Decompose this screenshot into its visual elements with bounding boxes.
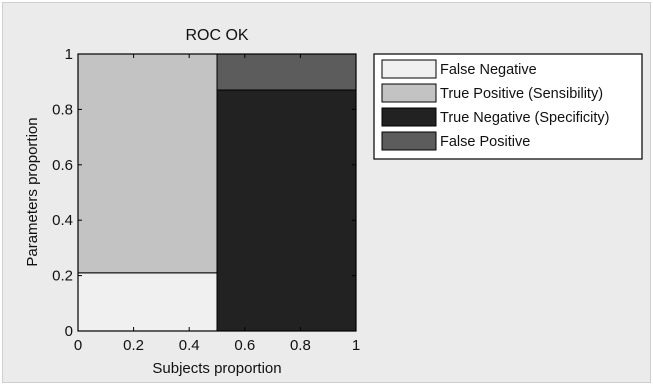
x-tick-label: 0 <box>74 337 82 354</box>
x-tick-label: 0.6 <box>234 337 255 354</box>
y-tick-label: 0.4 <box>52 212 73 229</box>
legend-swatch-false-positive <box>381 131 437 151</box>
axes-frame <box>77 53 357 332</box>
legend-label-false-negative: False Negative <box>440 62 537 78</box>
y-tick-label: 0.6 <box>52 157 73 174</box>
legend-swatch-true-negative-specificity <box>381 107 437 127</box>
x-tick-label: 1 <box>352 337 360 354</box>
bar-segment-false-negative <box>77 272 218 332</box>
legend-label-true-negative-specificity: True Negative (Specificity) <box>440 110 610 126</box>
chart-title: ROC OK <box>185 27 248 44</box>
y-tick-label: 0 <box>65 323 73 340</box>
y-tick-label: 1 <box>65 46 73 63</box>
y-tick-label: 0.2 <box>52 268 73 285</box>
legend-label-true-positive-sensibility: True Positive (Sensibility) <box>440 86 603 102</box>
legend-swatch-false-negative <box>381 59 437 79</box>
legend-swatch-true-positive-sensibility <box>381 83 437 103</box>
legend: False Negative True Positive (Sensibility… <box>373 53 643 160</box>
y-axis-label: Parameters proportion <box>24 117 41 266</box>
axis-ticks: 0 0.2 0.4 0.6 0.8 1 0 0.2 0.4 0.6 0.8 1 <box>52 46 360 354</box>
bar-segment-true-positive-sensibility <box>77 53 218 274</box>
bar-segment-false-positive <box>216 53 357 91</box>
x-tick-label: 0.4 <box>179 337 200 354</box>
plot-area <box>77 53 357 332</box>
x-tick-label: 0.2 <box>123 337 144 354</box>
y-tick-label: 0.8 <box>52 101 73 118</box>
bar-segment-true-negative-specificity <box>216 89 357 332</box>
legend-label-false-positive: False Positive <box>440 134 530 150</box>
x-axis-label: Subjects proportion <box>152 360 281 377</box>
x-tick-label: 0.8 <box>290 337 311 354</box>
